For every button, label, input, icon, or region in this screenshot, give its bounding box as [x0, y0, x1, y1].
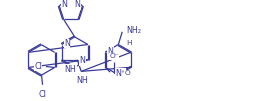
- Text: N: N: [64, 39, 70, 48]
- Text: N: N: [108, 47, 114, 56]
- Text: O: O: [125, 70, 131, 76]
- Text: O⁻: O⁻: [109, 53, 119, 59]
- Text: Cl: Cl: [39, 90, 46, 99]
- Text: NH: NH: [76, 76, 88, 85]
- Text: NH₂: NH₂: [126, 26, 141, 35]
- Text: Cl: Cl: [34, 62, 42, 71]
- Text: N: N: [75, 0, 80, 9]
- Text: H: H: [126, 40, 131, 46]
- Text: N: N: [61, 0, 67, 9]
- Text: NH: NH: [64, 65, 76, 74]
- Text: N⁺: N⁺: [115, 69, 125, 78]
- Text: N: N: [79, 56, 85, 65]
